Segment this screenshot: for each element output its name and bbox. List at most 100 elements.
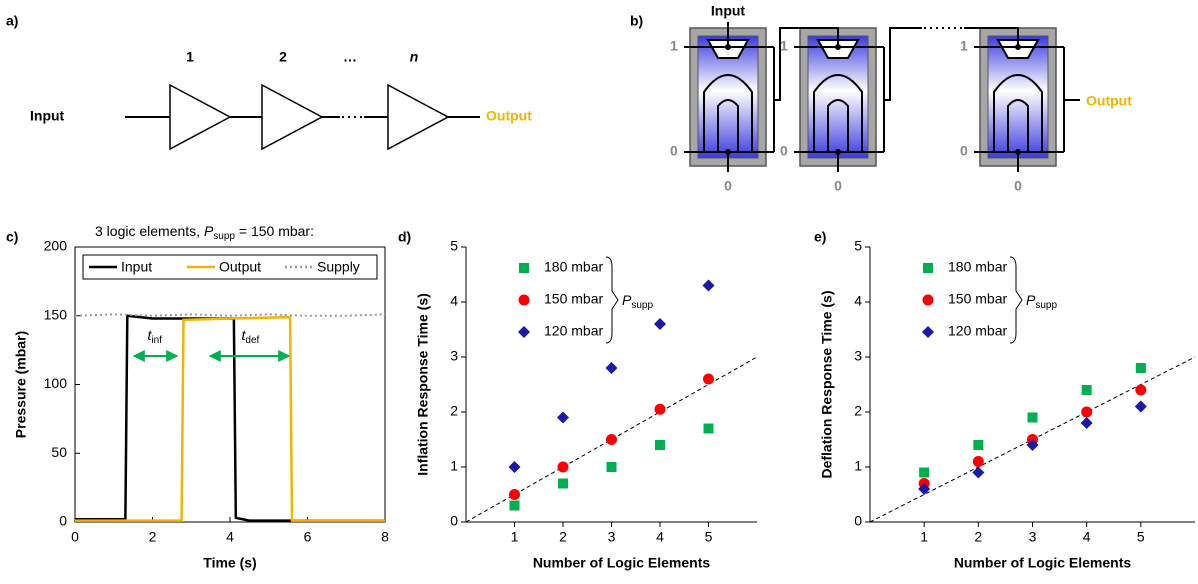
x-axis-title: Number of Logic Elements — [954, 555, 1132, 571]
text-part: supp — [631, 300, 653, 311]
level-base: 0 — [1014, 178, 1022, 194]
junction — [725, 149, 731, 155]
level-high: 1 — [960, 38, 968, 54]
junction — [1015, 149, 1021, 155]
data-point — [1135, 384, 1147, 396]
y-tick-label: 5 — [450, 238, 458, 254]
chart-title: 3 logic elements, Psupp = 150 mbar: — [95, 223, 314, 242]
legend-label: 180 mbar — [544, 259, 603, 275]
legend-label: Supply — [317, 259, 360, 275]
data-point — [972, 466, 985, 479]
level-high: 1 — [780, 38, 788, 54]
x-tick-label: 5 — [1137, 529, 1145, 545]
output-label: Output — [1086, 93, 1132, 109]
x-tick-label: 3 — [608, 529, 616, 545]
legend-label: 150 mbar — [544, 291, 603, 307]
data-point — [509, 500, 520, 511]
panel-label: a) — [6, 13, 18, 29]
buffer-triangle — [261, 83, 324, 151]
legend-label: Output — [219, 259, 261, 275]
x-tick-label: 5 — [705, 529, 713, 545]
panel-label: c) — [6, 229, 18, 245]
x-tick-label: 2 — [149, 529, 157, 545]
series-line — [74, 313, 386, 317]
data-point — [703, 373, 714, 385]
data-point — [1081, 385, 1092, 395]
connector — [964, 27, 1019, 47]
text-part: 3 logic elements, — [95, 223, 204, 239]
x-tick-label: 3 — [1029, 529, 1037, 545]
legend-label: 120 mbar — [948, 323, 1007, 339]
text-part: P — [1026, 292, 1036, 308]
y-axis-title: Deflation Response Time (s) — [819, 290, 835, 478]
y-tick-label: 50 — [51, 444, 67, 460]
legend-marker — [518, 294, 530, 306]
arch — [993, 74, 1043, 152]
data-point — [973, 440, 984, 450]
legend-label: 120 mbar — [544, 323, 603, 339]
stage-label: 1 — [186, 49, 194, 65]
x-tick-label: 8 — [381, 529, 389, 545]
data-point — [654, 318, 666, 330]
legend-marker — [922, 326, 934, 338]
y-tick-label: 3 — [450, 348, 458, 364]
y-tick-label: 4 — [854, 293, 862, 309]
y-tick-label: 1 — [854, 458, 862, 474]
buffer-triangle — [387, 83, 450, 151]
data-point — [606, 462, 617, 472]
level-low: 0 — [780, 143, 788, 159]
level-base: 0 — [834, 178, 842, 194]
legend-marker — [922, 294, 934, 306]
legend-group-label: Psupp — [622, 292, 653, 311]
y-tick-label: 200 — [44, 238, 68, 254]
stage-label: … — [343, 49, 357, 65]
text-part: supp — [213, 231, 235, 242]
legend-label: 150 mbar — [948, 291, 1007, 307]
data-point — [972, 456, 984, 467]
legend-label: Input — [121, 259, 152, 275]
channel — [1007, 99, 1029, 152]
text-part: = 150 mbar: — [235, 223, 314, 239]
x-tick-label: 1 — [920, 529, 928, 545]
data-point — [654, 403, 666, 415]
plot-frame — [74, 246, 386, 523]
x-tick-label: 2 — [559, 529, 567, 545]
legend-marker — [518, 326, 530, 338]
y-tick-label: 5 — [854, 238, 862, 254]
annotation: tinf — [148, 327, 163, 346]
series-line — [75, 315, 385, 522]
data-point — [558, 478, 568, 489]
output-label: Output — [486, 108, 532, 124]
level-base: 0 — [724, 178, 732, 194]
arch — [703, 74, 753, 152]
panel-label: d) — [398, 229, 411, 245]
x-tick-label: 6 — [304, 529, 312, 545]
panel-label: e) — [814, 229, 826, 245]
buffer-triangle — [169, 83, 232, 151]
legend-brace — [1009, 256, 1023, 344]
data-point — [508, 461, 521, 473]
data-point — [1134, 400, 1147, 413]
input-label: Input — [711, 3, 746, 19]
data-point — [606, 434, 617, 445]
text-part: t — [242, 327, 247, 343]
x-tick-label: 0 — [71, 529, 79, 545]
y-tick-label: 3 — [854, 348, 862, 364]
channel — [717, 99, 739, 152]
text-part: t — [148, 327, 153, 343]
y-tick-label: 0 — [450, 513, 458, 529]
data-point — [605, 362, 618, 374]
level-high: 1 — [670, 38, 678, 54]
text-part: def — [245, 335, 259, 346]
x-tick-label: 2 — [974, 529, 982, 545]
legend-marker — [923, 263, 933, 273]
y-tick-label: 0 — [854, 513, 862, 529]
y-tick-label: 2 — [450, 403, 458, 419]
y-tick-label: 4 — [450, 293, 458, 309]
level-low: 0 — [960, 143, 968, 159]
y-tick-label: 1 — [450, 458, 458, 474]
data-point — [1026, 439, 1039, 451]
panel-label: b) — [630, 13, 643, 29]
data-point — [1135, 363, 1146, 373]
data-point — [557, 411, 569, 424]
